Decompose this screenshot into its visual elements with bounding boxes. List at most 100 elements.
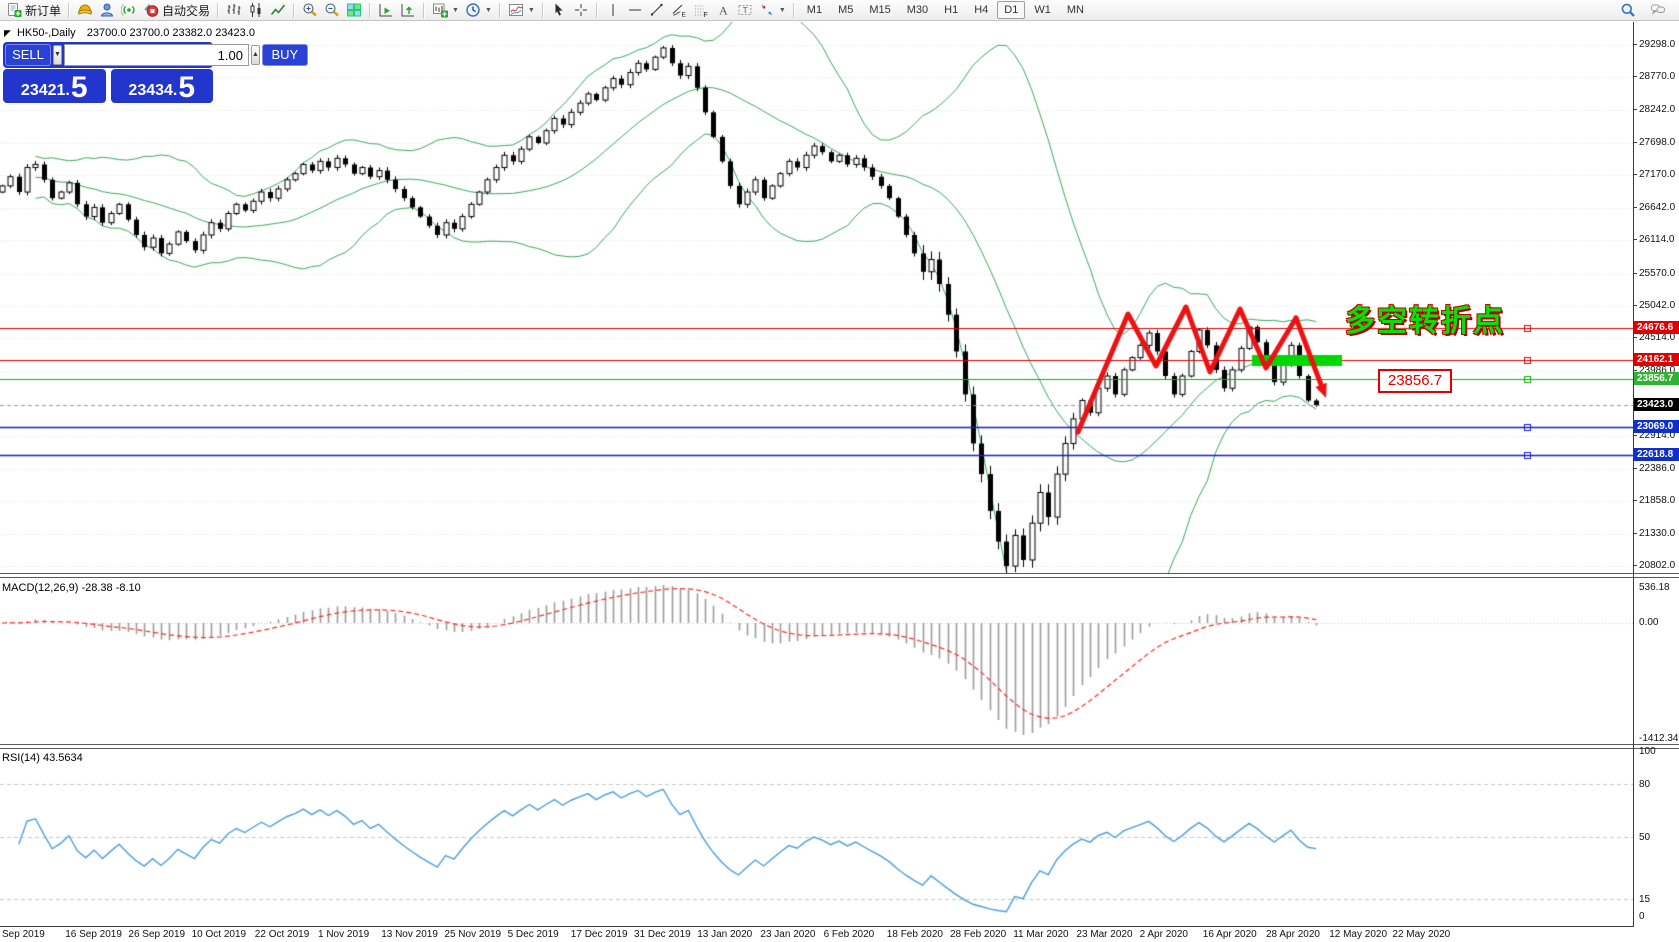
volume-input[interactable] xyxy=(63,44,249,66)
one-click-price-row: 23421 . 5 23434 . 5 xyxy=(3,69,213,103)
arrows-button[interactable]: ▼ xyxy=(756,1,789,20)
timeframe-bar: M1 M5 M15 M30 H1 H4 D1 W1 MN xyxy=(799,1,1092,19)
buy-price-main: 23434 xyxy=(128,82,173,100)
timeframe-mn[interactable]: MN xyxy=(1066,4,1084,16)
date-tick-label: 23 Mar 2020 xyxy=(1076,929,1133,940)
sell-price-dot: . xyxy=(65,82,70,100)
date-tick-label: 25 Nov 2019 xyxy=(444,929,502,940)
indicators-button[interactable]: ▼ xyxy=(505,1,538,20)
bars-chart-icon xyxy=(226,2,242,18)
new-order-icon xyxy=(6,2,22,18)
zoom-in-button[interactable] xyxy=(299,1,321,20)
auto-scroll-button[interactable] xyxy=(375,1,397,20)
time-axis-line xyxy=(0,926,1634,927)
timeframe-m30[interactable]: M30 xyxy=(906,4,929,16)
price-tick-label: 26642.0 xyxy=(1632,201,1676,213)
rsi-level-label: 15 xyxy=(1639,894,1651,906)
new-chart-button[interactable]: ▼ xyxy=(429,1,462,20)
rsi-pane-canvas[interactable] xyxy=(0,748,1633,926)
timeframe-d1[interactable]: D1 xyxy=(997,1,1026,19)
date-tick-label: 26 Sep 2019 xyxy=(128,929,186,940)
timeframe-m15[interactable]: M15 xyxy=(869,4,891,16)
price-level-badge: 24162.1 xyxy=(1634,352,1679,366)
timeframe-m1[interactable]: M1 xyxy=(806,4,823,16)
new-order-label: 新订单 xyxy=(25,3,62,18)
vline-button[interactable] xyxy=(602,1,624,20)
timeframe-w1[interactable]: W1 xyxy=(1034,4,1051,16)
svg-text:A: A xyxy=(719,4,728,18)
grid-f-button[interactable]: F xyxy=(690,1,712,20)
chart-window: ◤ HK50-,Daily 23700.0 23700.0 23382.0 23… xyxy=(0,22,1679,942)
search-icon xyxy=(1620,2,1636,18)
hline-button[interactable] xyxy=(624,1,646,20)
price-tick-label: 28242.0 xyxy=(1632,103,1676,115)
signals-button[interactable] xyxy=(118,1,140,20)
macd-pane-canvas[interactable] xyxy=(0,577,1633,745)
symbol-period-label: HK50-,Daily xyxy=(16,27,76,39)
price-tick-label: 28770.0 xyxy=(1632,71,1676,83)
timeframe-h4[interactable]: H4 xyxy=(974,4,989,16)
trendline-button[interactable] xyxy=(646,1,668,20)
price-level-badge: 22618.8 xyxy=(1634,447,1679,461)
toolbar-separator xyxy=(68,2,71,18)
periods-button[interactable]: ▼ xyxy=(462,1,495,20)
chart-shift-button[interactable] xyxy=(397,1,419,20)
line-chart-button[interactable] xyxy=(267,1,289,20)
signals-icon xyxy=(121,2,137,18)
chat-button[interactable] xyxy=(1647,1,1669,20)
price-tick-label: 25042.0 xyxy=(1632,299,1676,311)
vline-icon xyxy=(605,2,621,18)
date-tick-label: 22 Oct 2019 xyxy=(254,929,310,940)
crosshair-button[interactable] xyxy=(570,1,592,20)
zoom-out-button[interactable] xyxy=(321,1,343,20)
timeframe-m5[interactable]: M5 xyxy=(838,4,854,16)
price-level-tag[interactable]: 23856.7 xyxy=(1378,368,1452,393)
date-tick-label: 22 May 2020 xyxy=(1392,929,1451,940)
date-tick-label: 1 Nov 2019 xyxy=(318,929,370,940)
market-cap-button[interactable] xyxy=(74,1,96,20)
tile-windows-button[interactable] xyxy=(343,1,365,20)
price-tick-label: 24514.0 xyxy=(1632,332,1676,344)
date-tick-label: 13 Nov 2019 xyxy=(381,929,438,940)
price-tick-label: 22914.0 xyxy=(1632,430,1676,442)
buy-price[interactable]: 23434 . 5 xyxy=(110,69,213,103)
sell-price-main: 23421 xyxy=(20,82,66,100)
label-t-button[interactable]: T xyxy=(734,1,756,20)
toolbar-separator xyxy=(423,2,426,18)
price-tick-label: 29298.0 xyxy=(1632,39,1676,50)
sell-price[interactable]: 23421 . 5 xyxy=(3,69,106,103)
zoom-out-icon xyxy=(324,2,340,18)
date-tick-label: 31 Dec 2019 xyxy=(634,929,691,940)
buy-button[interactable]: BUY xyxy=(261,44,308,66)
text-a-button[interactable]: A xyxy=(712,1,734,20)
current-price-badge: 23423.0 xyxy=(1634,398,1679,412)
timeframe-h1[interactable]: H1 xyxy=(944,4,959,16)
cursor-button[interactable] xyxy=(548,1,570,20)
zoom-in-icon xyxy=(302,2,318,18)
candle-chart-button[interactable] xyxy=(245,1,267,20)
dropdown-caret-icon: ▼ xyxy=(484,6,492,14)
fibo-button[interactable]: E xyxy=(668,1,690,20)
price-tick-label: 21858.0 xyxy=(1632,495,1676,507)
volume-increase-button[interactable]: ▲ xyxy=(250,45,260,65)
dropdown-caret-icon: ▼ xyxy=(527,6,535,14)
toolbar-separator xyxy=(498,2,501,18)
price-level-badge: 24676.6 xyxy=(1634,321,1679,335)
volume-decrease-button[interactable]: ▼ xyxy=(53,45,62,65)
turning-point-annotation[interactable]: 多空转折点 xyxy=(1345,305,1505,338)
fibo-icon: E xyxy=(671,2,687,18)
price-level-badge: 23856.7 xyxy=(1634,371,1679,385)
profile-button[interactable] xyxy=(96,1,118,20)
new-order-button[interactable]: 新订单 xyxy=(3,1,64,20)
dropdown-caret-icon: ▼ xyxy=(778,6,786,14)
ohlc-values: 23700.0 23700.0 23382.0 23423.0 xyxy=(86,27,255,39)
autotrade-button[interactable]: 自动交易 xyxy=(140,1,213,20)
price-tick-label: 25570.0 xyxy=(1632,267,1676,279)
chat-icon xyxy=(1650,2,1666,18)
date-tick-label: 10 Oct 2019 xyxy=(191,929,247,940)
bars-chart-button[interactable] xyxy=(223,1,245,20)
main-chart-canvas[interactable] xyxy=(0,22,1633,574)
search-button[interactable] xyxy=(1617,1,1639,20)
sell-button[interactable]: SELL xyxy=(5,44,51,66)
